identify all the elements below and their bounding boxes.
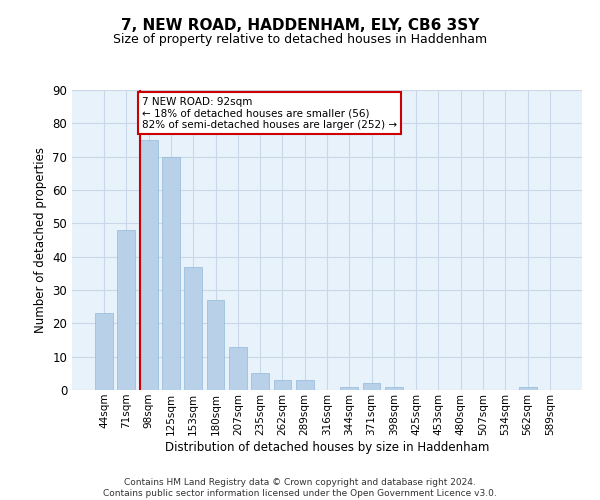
Bar — [140, 140, 158, 390]
Text: Size of property relative to detached houses in Haddenham: Size of property relative to detached ho… — [113, 32, 487, 46]
Text: Distribution of detached houses by size in Haddenham: Distribution of detached houses by size … — [165, 441, 489, 454]
Y-axis label: Number of detached properties: Number of detached properties — [34, 147, 47, 333]
Bar — [274, 380, 292, 390]
Bar — [229, 346, 247, 390]
Bar — [251, 374, 269, 390]
Bar — [518, 386, 536, 390]
Text: 7, NEW ROAD, HADDENHAM, ELY, CB6 3SY: 7, NEW ROAD, HADDENHAM, ELY, CB6 3SY — [121, 18, 479, 32]
Text: 7 NEW ROAD: 92sqm
← 18% of detached houses are smaller (56)
82% of semi-detached: 7 NEW ROAD: 92sqm ← 18% of detached hous… — [142, 96, 397, 130]
Bar — [385, 386, 403, 390]
Text: Contains HM Land Registry data © Crown copyright and database right 2024.
Contai: Contains HM Land Registry data © Crown c… — [103, 478, 497, 498]
Bar — [95, 314, 113, 390]
Bar — [118, 230, 136, 390]
Bar — [184, 266, 202, 390]
Bar — [362, 384, 380, 390]
Bar — [162, 156, 180, 390]
Bar — [296, 380, 314, 390]
Bar — [340, 386, 358, 390]
Bar — [206, 300, 224, 390]
